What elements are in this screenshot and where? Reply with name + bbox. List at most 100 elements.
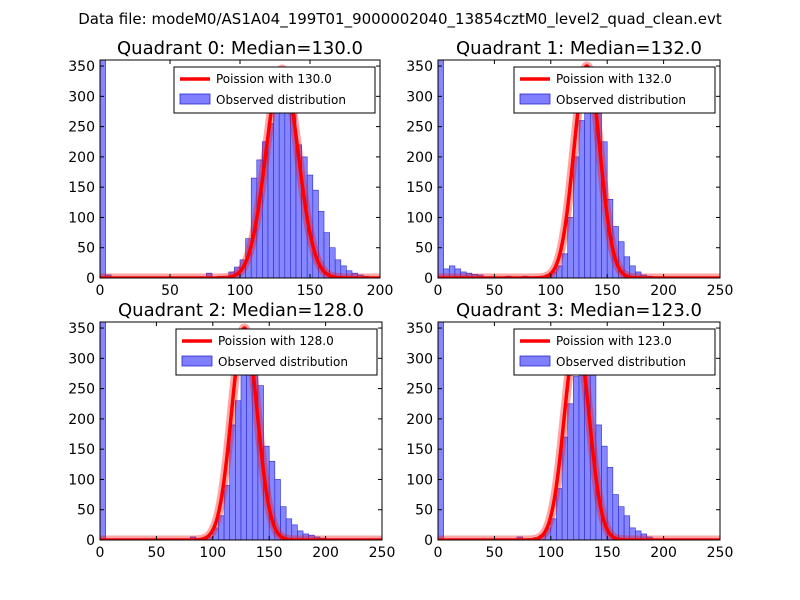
x-tick-label: 100 [537,283,564,299]
y-tick-label: 350 [68,59,95,75]
histogram-bar [578,120,585,278]
x-tick-label: 150 [594,545,621,561]
chart-panel-1: 0 50 100 150 200 250 0 50 100 150 200 250 300 350 Quad… [406,38,733,299]
chart-panel-2: 0 50 100 150 200 250 0 50 100 150 200 250 300 350 Quad… [68,300,395,561]
y-tick-label: 100 [68,210,95,226]
legend-line-label: Poission with 128.0 [218,334,334,348]
histogram-bar [567,403,574,540]
histogram-bar [273,96,280,278]
x-tick-label: 100 [199,545,226,561]
legend: Poission with 123.0 Observed distribution [513,328,716,376]
histogram-bar [235,400,242,540]
y-tick-label: 150 [68,442,95,458]
plot-content [100,60,380,278]
histogram-bar [573,376,580,540]
y-tick-label: 150 [68,180,95,196]
x-tick-label: 250 [707,545,734,561]
figure-title: Data file: modeM0/AS1A04_199T01_90000020… [78,10,722,29]
y-tick-label: 0 [424,533,433,549]
y-tick-label: 300 [406,351,433,367]
x-tick-label: 0 [96,283,105,299]
y-tick-label: 150 [406,180,433,196]
y-tick-label: 50 [415,241,433,257]
x-tick-label: 200 [650,283,677,299]
x-tick-label: 0 [96,545,105,561]
x-tick-label: 150 [256,545,283,561]
y-tick-label: 200 [68,150,95,166]
legend-bar-label: Observed distribution [556,93,686,107]
y-tick-label: 350 [406,321,433,337]
panels: 0 50 100 150 200 0 50 100 150 200 250 300 350 Quadran… [68,38,733,561]
x-tick-label: 100 [227,283,254,299]
legend-box [513,66,716,114]
legend-line-label: Poission with 123.0 [556,334,672,348]
x-tick-label: 0 [434,545,443,561]
chart-panel-0: 0 50 100 150 200 0 50 100 150 200 250 300 350 Quadran… [68,38,393,299]
legend-bar-swatch [179,93,211,105]
y-tick-label: 100 [68,472,95,488]
legend-line-label: Poission with 132.0 [556,72,672,86]
legend-bar-swatch [519,93,551,105]
x-tick-label: 0 [434,283,443,299]
y-tick-label: 150 [406,442,433,458]
legend-line-label: Poission with 130.0 [216,72,332,86]
legend-bar-label: Observed distribution [556,355,686,369]
legend: Poission with 132.0 Observed distribution [513,66,716,114]
y-tick-label: 350 [68,321,95,337]
chart-title: Quadrant 1: Median=132.0 [456,38,702,59]
legend-box [173,66,376,114]
y-tick-label: 50 [77,241,95,257]
x-tick-label: 250 [369,545,396,561]
chart-title: Quadrant 0: Median=130.0 [117,38,363,59]
legend-bar-label: Observed distribution [218,355,348,369]
legend-box [513,328,716,376]
x-tick-label: 50 [161,283,179,299]
histogram-bar [100,60,106,278]
x-tick-label: 200 [650,545,677,561]
histogram-bar [100,322,106,540]
y-tick-label: 300 [68,351,95,367]
legend: Poission with 130.0 Observed distribution [173,66,376,114]
histogram-bar [438,60,444,278]
legend-bar-swatch [519,355,551,367]
x-tick-label: 100 [537,545,564,561]
x-tick-label: 150 [594,283,621,299]
y-tick-label: 100 [406,210,433,226]
x-tick-label: 50 [485,283,503,299]
axes-frame [437,59,721,279]
x-tick-label: 200 [312,545,339,561]
x-tick-label: 50 [147,545,165,561]
y-tick-label: 300 [406,89,433,105]
chart-title: Quadrant 2: Median=128.0 [118,300,364,321]
histogram-bar [438,322,444,540]
y-tick-label: 100 [406,472,433,488]
y-tick-label: 250 [68,382,95,398]
y-tick-label: 250 [406,120,433,136]
axes-frame [99,321,383,541]
y-tick-label: 200 [406,412,433,428]
legend-bar-swatch [181,355,213,367]
y-tick-label: 300 [68,89,95,105]
y-tick-label: 50 [77,503,95,519]
histogram-bar [240,370,247,540]
legend-bar-label: Observed distribution [216,93,346,107]
x-tick-label: 200 [367,283,394,299]
x-tick-label: 150 [297,283,324,299]
legend: Poission with 128.0 Observed distribution [175,328,378,376]
y-tick-label: 0 [86,533,95,549]
histogram-bar [284,102,291,278]
x-tick-label: 50 [485,545,503,561]
y-tick-label: 350 [406,59,433,75]
legend-box [175,328,378,376]
poisson-curve [100,67,380,278]
y-tick-label: 200 [406,150,433,166]
y-tick-label: 0 [86,271,95,287]
y-tick-label: 200 [68,412,95,428]
y-tick-label: 0 [424,271,433,287]
x-tick-label: 250 [707,283,734,299]
chart-panel-3: 0 50 100 150 200 250 0 50 100 150 200 250 300 350 Quad… [406,300,733,561]
y-tick-label: 250 [68,120,95,136]
y-tick-label: 50 [415,503,433,519]
axes-frame [437,321,721,541]
